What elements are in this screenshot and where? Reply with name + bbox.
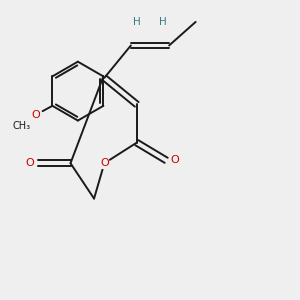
- Text: H: H: [159, 17, 167, 27]
- Text: CH₃: CH₃: [12, 122, 31, 131]
- Text: H: H: [133, 17, 141, 27]
- Text: O: O: [25, 158, 34, 168]
- Text: O: O: [32, 110, 40, 120]
- Text: O: O: [171, 155, 179, 165]
- Text: O: O: [100, 158, 109, 168]
